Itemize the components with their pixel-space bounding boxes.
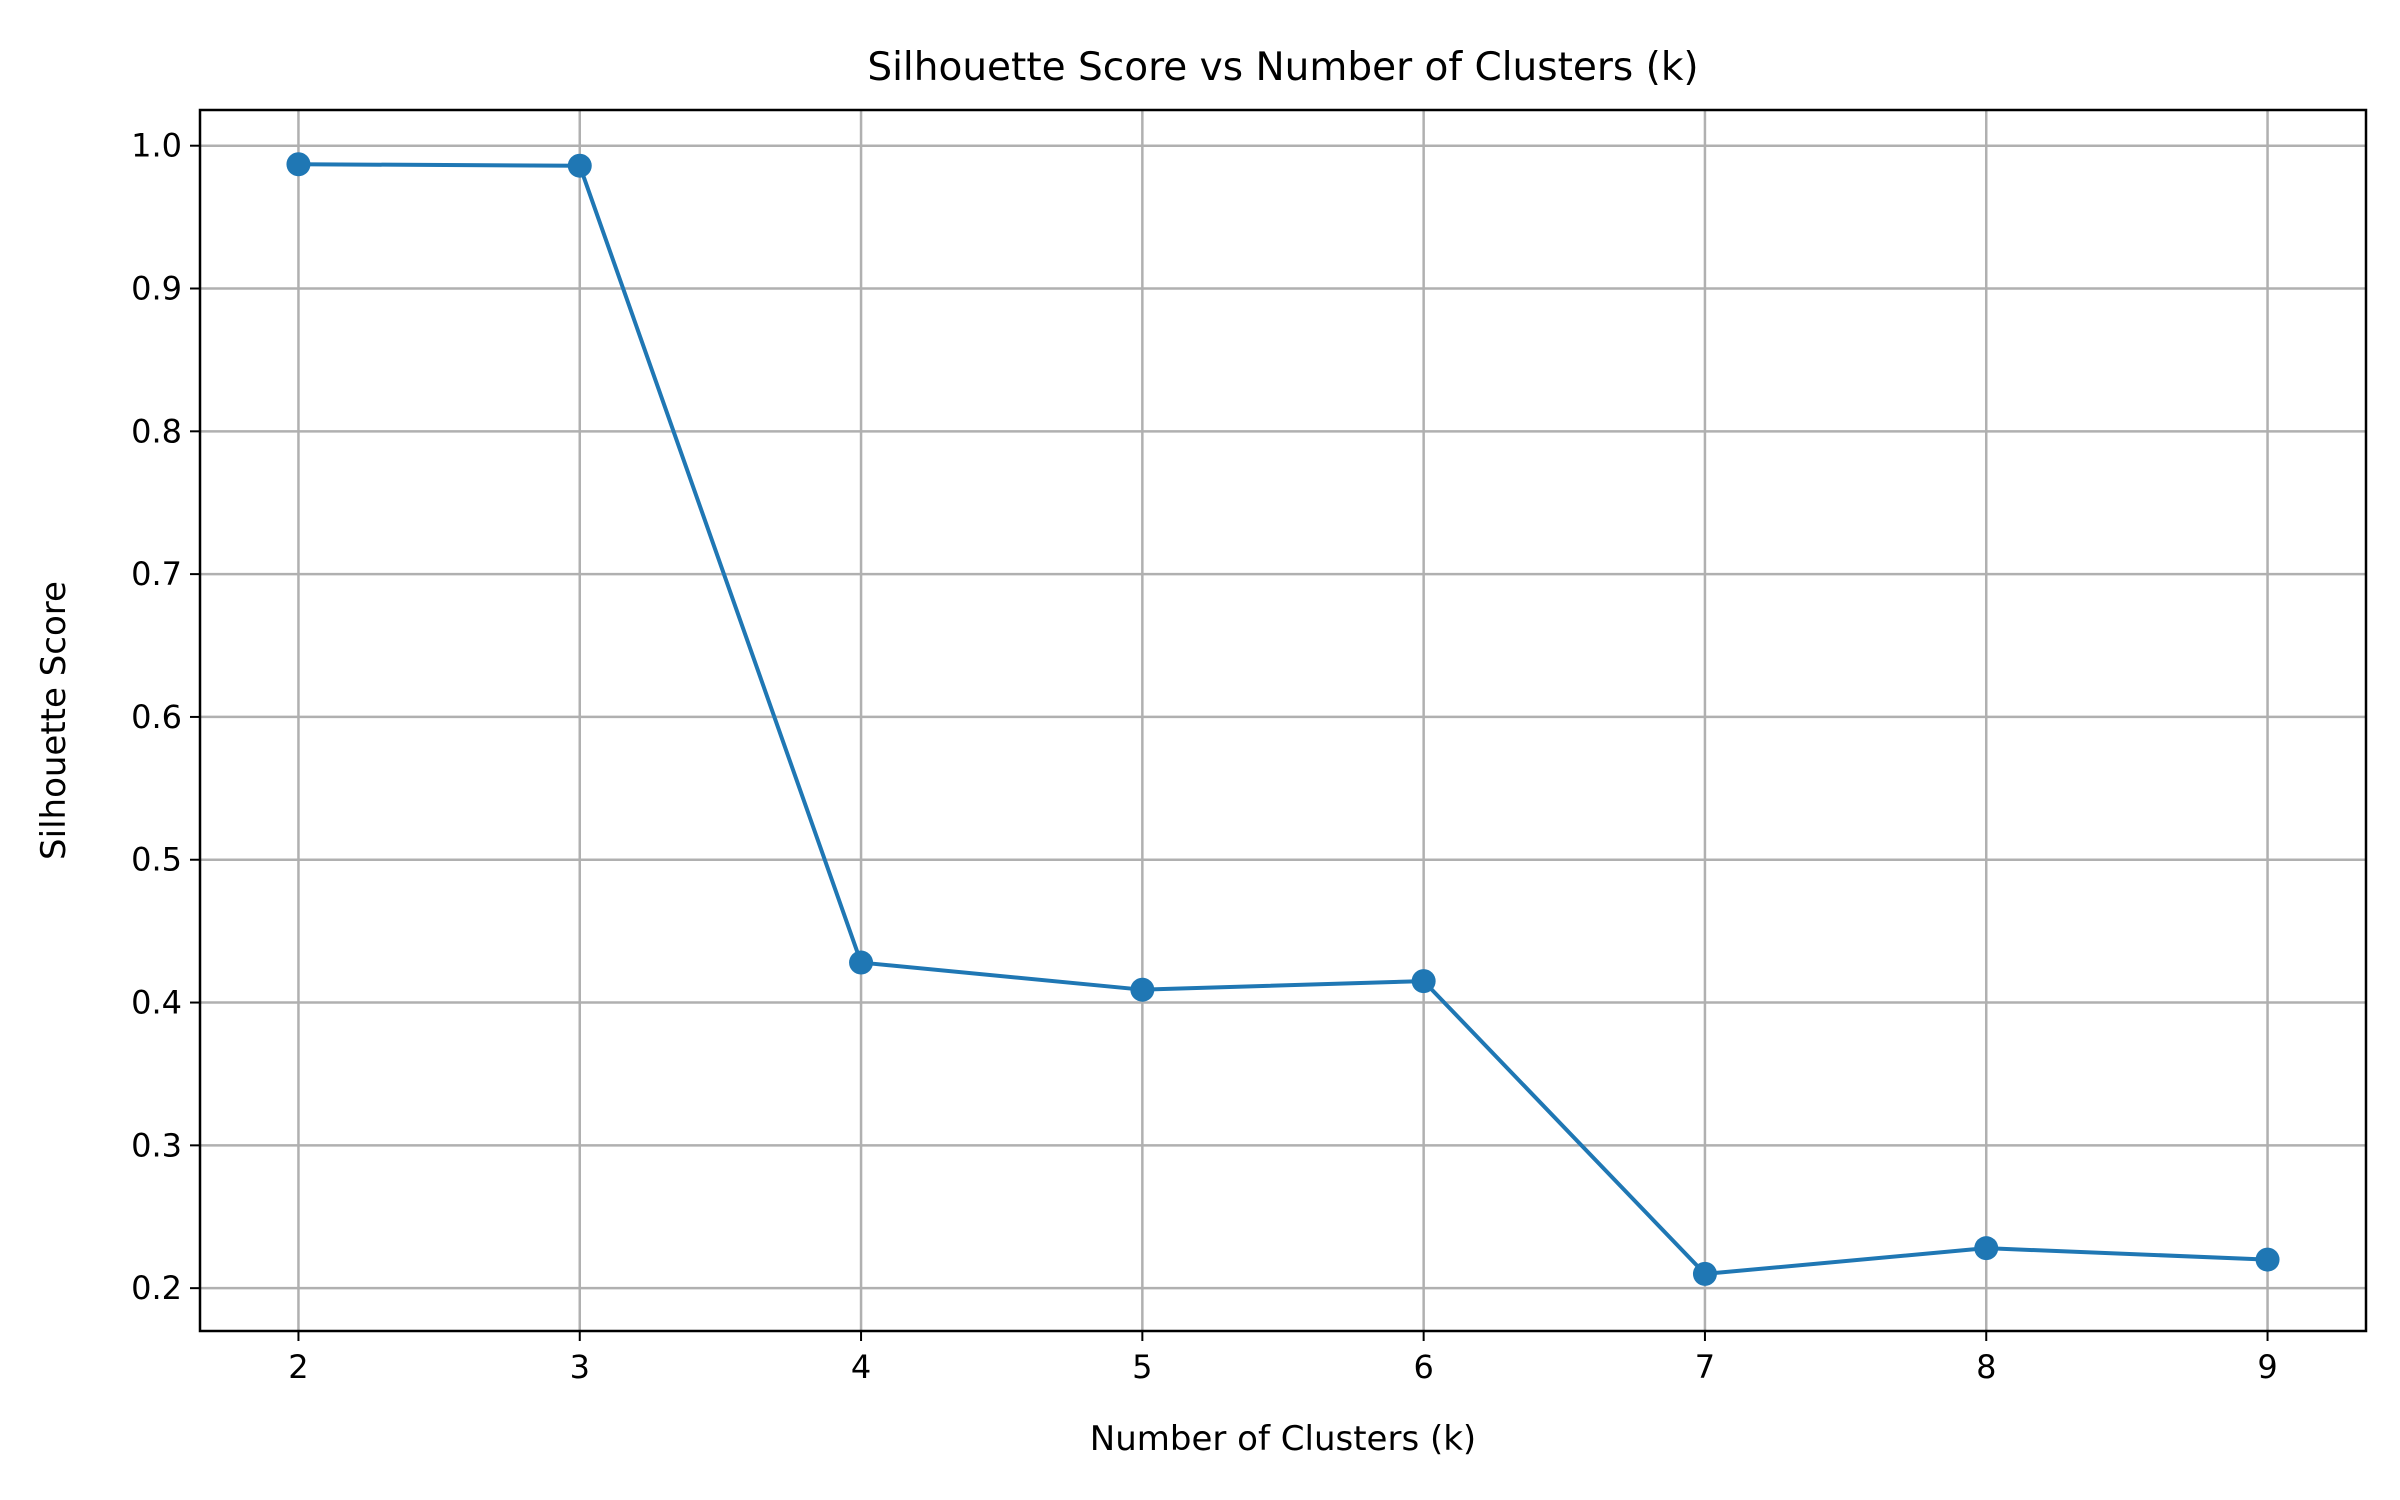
x-tick-label: 9 [2257,1348,2277,1386]
data-point-k7 [1692,1261,1717,1286]
y-tick-label: 1.0 [131,127,182,165]
x-tick-label: 8 [1976,1348,1996,1386]
axis-ticks: 2 3 4 5 6 7 8 9 0.2 0.3 0.4 0.5 0.6 0.7 0.8 0.9 1.0 [131,127,2278,1386]
chart-title: Silhouette Score vs Number of Clusters (… [867,45,1698,90]
y-axis-label: Silhouette Score [34,581,74,860]
series-line [298,162,2268,1276]
x-tick-label: 4 [851,1348,871,1386]
y-tick-label: 0.3 [131,1126,182,1164]
plot-area-frame [198,108,2368,1333]
data-point-k6 [1411,969,1436,994]
y-tick-label: 0.7 [131,555,182,593]
data-point-k4 [849,950,874,975]
x-tick-label: 3 [570,1348,590,1386]
data-point-k8 [1974,1236,1999,1261]
data-point-k5 [1130,977,1155,1002]
x-axis-label: Number of Clusters (k) [1090,1419,1476,1459]
data-series [286,152,2280,1286]
y-tick-label: 0.8 [131,412,182,450]
x-tick-label: 7 [1695,1348,1715,1386]
x-tick-label: 5 [1132,1348,1152,1386]
x-tick-label: 2 [288,1348,308,1386]
grid [200,110,2366,1331]
y-tick-label: 0.4 [131,984,182,1022]
data-point-k9 [2255,1247,2280,1272]
x-tick-label: 6 [1413,1348,1433,1386]
y-tick-label: 0.6 [131,698,182,736]
y-tick-label: 0.9 [131,270,182,308]
data-point-k2 [286,152,311,177]
data-point-k3 [567,153,592,178]
y-tick-label: 0.5 [131,841,182,879]
y-tick-label: 0.2 [131,1269,182,1307]
